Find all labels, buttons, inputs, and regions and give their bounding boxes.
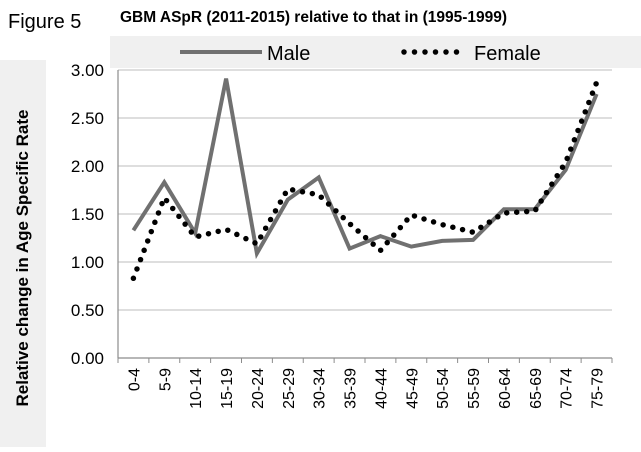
- y-tick-label: 2.00: [71, 157, 104, 176]
- y-tick-labels: 0.00 0.50 1.00 1.50 2.00 2.50 3.00: [71, 61, 104, 368]
- x-tick-label: 40-44: [373, 368, 390, 409]
- ylabel-panel: [0, 60, 46, 447]
- x-tick-label: 5-9: [157, 368, 174, 391]
- y-tick-label: 2.50: [71, 109, 104, 128]
- x-tick-labels: 0-4 5-9 10-14 15-19 20-24 25-29 30-34 35-39 40-4…: [126, 368, 606, 409]
- series-line-male: [131, 78, 599, 260]
- y-tick-label: 1.50: [71, 205, 104, 224]
- title-panel: [110, 2, 641, 34]
- series-line-female: [130, 79, 600, 282]
- series-lines: [130, 78, 600, 282]
- x-tick-label: 20-24: [250, 368, 267, 409]
- legend-label-male: Male: [267, 43, 310, 65]
- x-tick-label: 10-14: [188, 368, 205, 409]
- y-tick-label: 1.00: [71, 253, 104, 272]
- x-tick-label: 45-49: [404, 368, 421, 409]
- chart-title: GBM ASpR (2011-2015) relative to that in…: [120, 9, 507, 26]
- axes: [117, 70, 613, 363]
- x-tick-label: 25-29: [281, 368, 298, 409]
- x-tick-label: 55-59: [466, 368, 483, 409]
- figure-label: Figure 5: [8, 11, 81, 33]
- legend-label-female: Female: [474, 43, 541, 65]
- x-tick-label: 60-64: [497, 368, 514, 409]
- x-tick-label: 30-34: [312, 368, 329, 409]
- x-tick-label: 0-4: [126, 368, 143, 391]
- x-tick-label: 50-54: [435, 368, 452, 409]
- x-tick-label: 65-69: [528, 368, 545, 409]
- y-axis-title: Relative change in Age Specific Rate: [13, 110, 32, 407]
- y-tick-label: 0.00: [71, 349, 104, 368]
- x-tick-label: 70-74: [559, 368, 576, 409]
- x-tick-label: 35-39: [343, 368, 360, 409]
- y-tick-label: 0.50: [71, 301, 104, 320]
- x-tick-label: 75-79: [590, 368, 607, 409]
- y-tick-label: 3.00: [71, 61, 104, 80]
- x-tick-label: 15-19: [219, 368, 236, 409]
